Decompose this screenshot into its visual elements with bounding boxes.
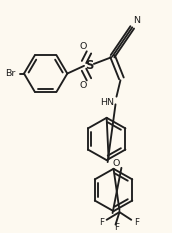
Text: HN: HN	[100, 98, 114, 107]
Text: O: O	[79, 42, 87, 51]
Text: N: N	[133, 16, 140, 25]
Text: O: O	[113, 160, 120, 168]
Text: S: S	[85, 59, 93, 72]
Text: F: F	[134, 218, 139, 227]
Text: F: F	[114, 223, 119, 232]
Text: Br: Br	[5, 69, 15, 78]
Text: F: F	[99, 218, 104, 227]
Text: O: O	[79, 81, 87, 90]
